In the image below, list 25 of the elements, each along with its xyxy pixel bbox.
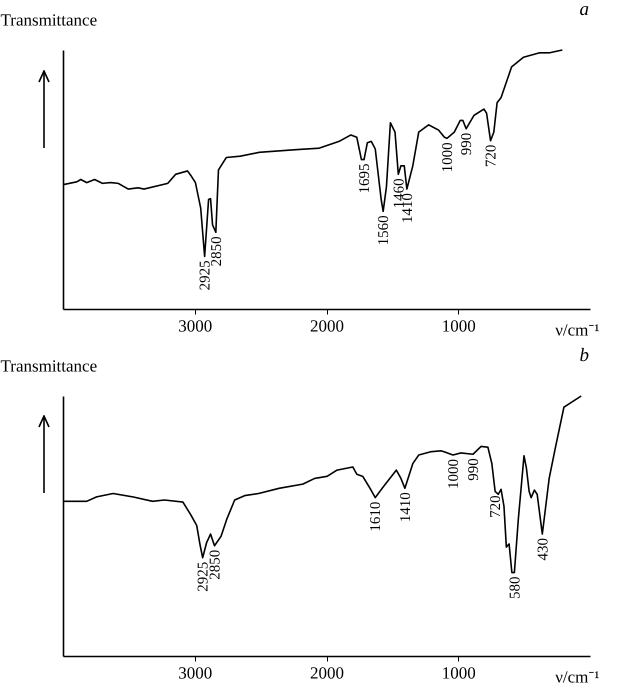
x-tick-label: 2000	[310, 316, 344, 336]
x-tick-label: 2000	[310, 664, 344, 682]
annotation: 990	[466, 458, 482, 481]
x-tick-label: 1000	[442, 316, 476, 336]
x-axis-title: ν/cm⁻¹	[555, 668, 600, 686]
annotation: 1410	[398, 492, 414, 522]
x-axis-title: ν/cm⁻¹	[555, 320, 600, 340]
annotation: 1610	[368, 502, 384, 532]
annotation: 990	[459, 132, 476, 156]
annotation: 720	[488, 495, 504, 518]
chart-title: a	[580, 0, 589, 20]
x-tick-label: 3000	[178, 664, 212, 682]
annotation: 720	[484, 144, 500, 168]
annotation: 1000	[440, 142, 456, 172]
annotation: 1560	[376, 215, 392, 246]
y-axis-title: Transmittance	[0, 356, 98, 376]
x-tick-label: 3000	[178, 316, 212, 336]
annotation: 580	[507, 576, 524, 600]
x-tick-label: 1000	[442, 664, 476, 682]
annotation: 2850	[208, 550, 224, 580]
annotation: 1000	[446, 459, 462, 490]
annotation: 430	[535, 538, 552, 561]
y-axis-title: Transmittance	[0, 10, 98, 30]
chart-title: b	[580, 345, 589, 366]
annotation: 1695	[357, 164, 374, 194]
